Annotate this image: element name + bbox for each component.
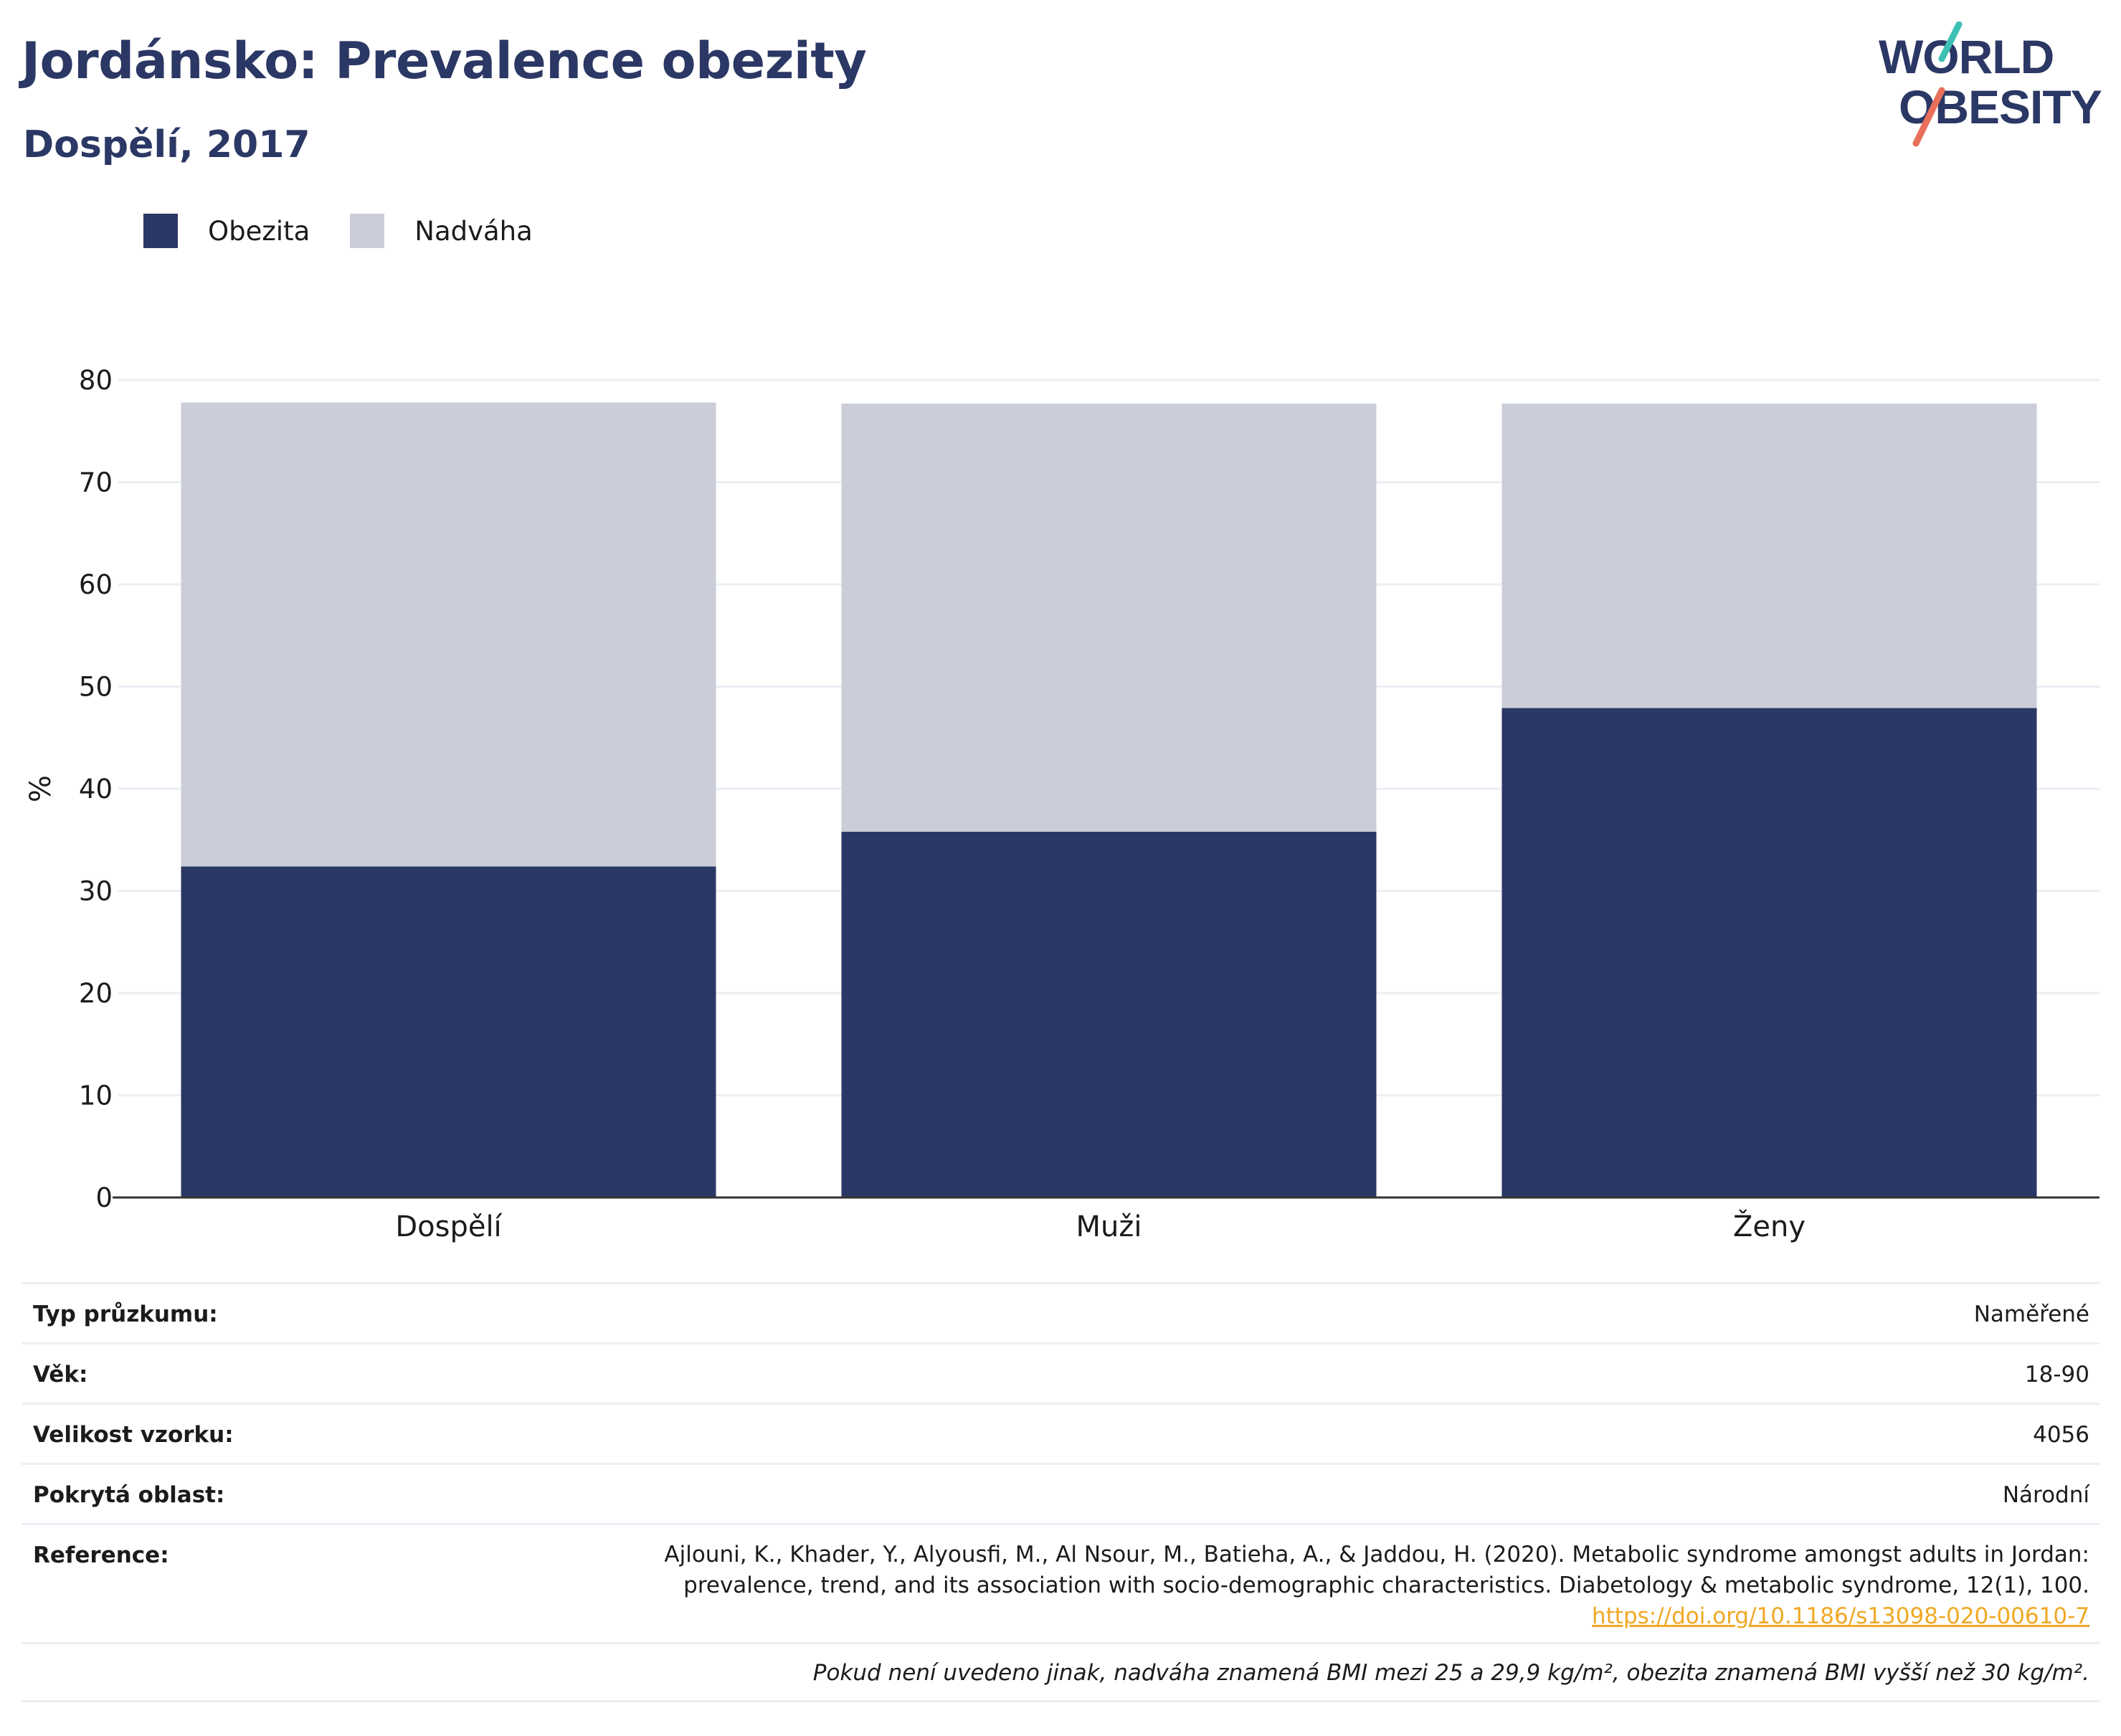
x-tick-label: Dospělí: [395, 1210, 503, 1243]
y-tick-label: 80: [79, 365, 113, 396]
y-tick-label: 20: [79, 978, 113, 1009]
reference-doi-link[interactable]: https://doi.org/10.1186/s13098-020-00610…: [1592, 1603, 2089, 1629]
info-label: Pokrytá oblast:: [33, 1482, 225, 1508]
bar-obezita-3: [1501, 708, 2037, 1197]
y-tick-label: 60: [79, 569, 113, 600]
reference-text: Ajlouni, K., Khader, Y., Alyousfi, M., A…: [369, 1540, 2089, 1632]
legend-swatch-obezita: [143, 214, 178, 248]
info-row-coverage: Pokrytá oblast: Národní: [22, 1463, 2099, 1523]
world-obesity-logo: WORLD OBESITY: [1879, 22, 2102, 147]
reference-line-2: prevalence, trend, and its association w…: [683, 1573, 2089, 1598]
logo-word-obesity: OBESITY: [1899, 80, 2102, 133]
legend-swatch-nadvaha: [350, 214, 385, 248]
legend-item-obezita[interactable]: Obezita: [143, 214, 310, 248]
legend-label-obezita: Obezita: [208, 215, 310, 247]
y-tick-label: 40: [79, 774, 113, 805]
chart-subtitle: Dospělí, 2017: [23, 123, 310, 166]
stacked-bar-chart: 0 10 20 30 40 50 60 70 80% Dospělí Muži Ženy: [24, 365, 2099, 1243]
bar-nadváha-3: [1501, 403, 2037, 708]
y-tick-label: 10: [79, 1081, 113, 1111]
y-axis-title: %: [24, 775, 57, 802]
bar-obezita-1: [181, 866, 716, 1197]
x-tick-label: Ženy: [1733, 1209, 1806, 1243]
footnote-row: Pokud není uvedeno jinak, nadváha znamen…: [22, 1642, 2099, 1702]
logo-slash-teal: [1938, 22, 1963, 62]
y-tick-label: 30: [79, 876, 113, 907]
info-table: Typ průzkumu: Naměřené Věk: 18-90 Veliko…: [22, 1282, 2099, 1702]
bar-nadváha-1: [181, 402, 716, 867]
legend-label-nadvaha: Nadváha: [414, 215, 533, 247]
x-tick-label: Muži: [1076, 1210, 1142, 1243]
y-tick-label: 0: [95, 1182, 113, 1213]
info-label: Velikost vzorku:: [33, 1422, 234, 1448]
info-label: Věk:: [33, 1362, 88, 1388]
logo-slash-coral: [1912, 87, 1945, 147]
info-row-reference: Reference: Ajlouni, K., Khader, Y., Alyo…: [22, 1523, 2099, 1642]
footnote-text: Pokud není uvedeno jinak, nadváha znamen…: [812, 1660, 2089, 1686]
y-tick-label: 70: [79, 468, 113, 498]
chart-title: Jordánsko: Prevalence obezity: [22, 32, 867, 90]
info-value: Naměřené: [1973, 1301, 2089, 1327]
y-tick-label: 50: [79, 672, 113, 703]
info-label: Reference:: [33, 1542, 169, 1568]
logo-word-world: WORLD: [1879, 30, 2054, 83]
bar-nadváha-2: [841, 403, 1377, 832]
bar-obezita-2: [841, 831, 1377, 1197]
info-value: 4056: [2033, 1422, 2089, 1448]
legend-item-nadvaha[interactable]: Nadváha: [350, 214, 533, 248]
info-row-sample-size: Velikost vzorku: 4056: [22, 1403, 2099, 1463]
legend: Obezita Nadváha: [143, 214, 573, 248]
info-value: Národní: [2002, 1482, 2089, 1508]
info-row-survey-type: Typ průzkumu: Naměřené: [22, 1282, 2099, 1342]
info-row-age: Věk: 18-90: [22, 1342, 2099, 1403]
info-value: 18-90: [2024, 1362, 2089, 1388]
reference-line-1: Ajlouni, K., Khader, Y., Alyousfi, M., A…: [664, 1542, 2089, 1567]
info-label: Typ průzkumu:: [33, 1301, 218, 1327]
